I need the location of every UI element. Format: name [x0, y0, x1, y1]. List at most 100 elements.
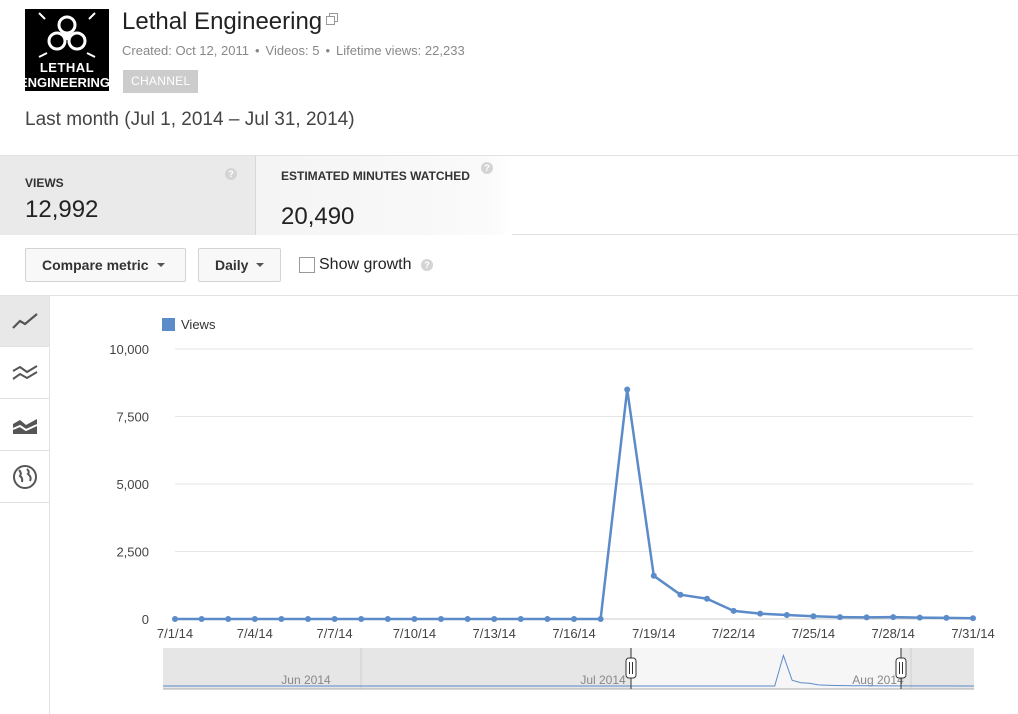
- channel-title-text[interactable]: Lethal Engineering: [122, 8, 323, 35]
- navigator-window[interactable]: [631, 648, 901, 689]
- data-point[interactable]: [970, 615, 976, 622]
- navigator-month-label: Jun 2014: [281, 673, 331, 687]
- multi-line-chart-button[interactable]: [0, 348, 49, 399]
- metrics-bar: VIEWS 12,992 ? ESTIMATED MINUTES WATCHED…: [0, 155, 1018, 235]
- y-tick-label: 10,000: [109, 342, 149, 357]
- x-tick-label: 7/1/14: [157, 626, 193, 641]
- help-icon[interactable]: ?: [421, 259, 433, 271]
- biohazard-icon: [38, 12, 96, 58]
- stacked-area-chart-button[interactable]: [0, 400, 49, 451]
- navigator-month-label: Aug 2014: [852, 673, 904, 687]
- external-link-icon[interactable]: [326, 13, 339, 25]
- metric-views-label: VIEWS: [25, 176, 64, 190]
- x-tick-label: 7/10/14: [393, 626, 436, 641]
- views-line-chart[interactable]: Views 10,000 7,500 5,000 2,500 0 7/1/14 7/4/1…: [51, 297, 1018, 714]
- navigator-month-label: Jul 2014: [580, 673, 626, 687]
- navigator-handle[interactable]: [895, 657, 907, 679]
- x-tick-label: 7/22/14: [712, 626, 755, 641]
- data-point[interactable]: [783, 611, 790, 618]
- data-point[interactable]: [225, 616, 232, 622]
- data-point[interactable]: [730, 607, 737, 614]
- legend-label-views[interactable]: Views: [181, 317, 216, 332]
- compare-metric-button[interactable]: Compare metric: [25, 248, 186, 282]
- x-tick-label: 7/25/14: [792, 626, 835, 641]
- help-icon[interactable]: ?: [481, 162, 493, 174]
- data-point[interactable]: [491, 616, 498, 622]
- data-point[interactable]: [411, 616, 418, 622]
- navigator-series: [163, 653, 975, 687]
- daily-dropdown[interactable]: Daily: [198, 248, 281, 282]
- created-date: Created: Oct 12, 2011: [122, 43, 249, 58]
- data-point[interactable]: [624, 386, 631, 393]
- data-point[interactable]: [198, 616, 205, 622]
- metric-minutes-label: ESTIMATED MINUTES WATCHED: [281, 169, 470, 183]
- x-tick-label: 7/19/14: [632, 626, 675, 641]
- x-tick-label: 7/16/14: [552, 626, 595, 641]
- data-point[interactable]: [305, 616, 311, 622]
- data-point[interactable]: [251, 616, 258, 622]
- x-tick-label: 7/13/14: [473, 626, 516, 641]
- separator-dot: •: [254, 43, 260, 58]
- legend-swatch-views: [162, 318, 175, 331]
- y-tick-label: 2,500: [116, 545, 149, 560]
- data-point[interactable]: [837, 614, 843, 621]
- data-point[interactable]: [464, 616, 471, 622]
- data-point[interactable]: [810, 613, 817, 620]
- chart-toolbar: Compare metric Daily Show growth ?: [0, 235, 1018, 296]
- channel-logo: LETHAL ENGINEERING: [25, 9, 109, 91]
- data-point[interactable]: [704, 595, 710, 602]
- channel-meta: Created: Oct 12, 2011 • Videos: 5 • Lifetime…: [122, 43, 465, 58]
- data-point[interactable]: [172, 616, 178, 622]
- stacked-area-chart-icon: [12, 419, 37, 434]
- help-icon[interactable]: ?: [225, 168, 237, 180]
- data-point[interactable]: [358, 616, 365, 622]
- show-growth-label[interactable]: Show growth: [319, 256, 412, 273]
- y-tick-label: 7,500: [116, 410, 149, 425]
- data-point[interactable]: [677, 591, 684, 598]
- data-point[interactable]: [438, 616, 444, 622]
- data-point[interactable]: [916, 614, 923, 621]
- date-range: Last month (Jul 1, 2014 – Jul 31, 2014): [25, 109, 355, 130]
- separator-dot: •: [325, 43, 331, 58]
- channel-badge: CHANNEL: [123, 70, 199, 93]
- logo-text-line2: ENGINEERING: [25, 75, 109, 90]
- x-tick-label: 7/28/14: [872, 626, 915, 641]
- show-growth-checkbox[interactable]: [299, 257, 315, 273]
- globe-map-icon: [12, 465, 37, 489]
- logo-text-line1: LETHAL: [39, 60, 95, 75]
- y-tick-label: 5,000: [116, 477, 149, 492]
- metric-minutes-tab[interactable]: ESTIMATED MINUTES WATCHED 20,490 ?: [256, 156, 512, 235]
- video-count: Videos: 5: [265, 43, 320, 58]
- lifetime-views: Lifetime views: 22,233: [336, 43, 465, 58]
- data-point[interactable]: [650, 572, 657, 579]
- data-point[interactable]: [890, 614, 897, 621]
- caret-down-icon: [256, 263, 265, 267]
- data-point[interactable]: [571, 616, 577, 622]
- navigator-handle[interactable]: [625, 657, 637, 679]
- data-point[interactable]: [943, 614, 950, 621]
- metric-minutes-value: 20,490: [281, 203, 355, 230]
- data-point[interactable]: [544, 616, 551, 622]
- compare-metric-label: Compare metric: [42, 257, 149, 273]
- line-chart-button[interactable]: [0, 296, 49, 347]
- channel-title[interactable]: Lethal Engineering: [122, 8, 339, 36]
- metric-views-tab[interactable]: VIEWS 12,992 ?: [0, 156, 256, 235]
- metric-views-value: 12,992: [25, 196, 99, 223]
- daily-label: Daily: [215, 257, 249, 273]
- data-point[interactable]: [384, 616, 391, 622]
- x-tick-label: 7/4/14: [237, 626, 273, 641]
- line-chart-icon: [11, 313, 38, 329]
- multi-line-chart-icon: [11, 365, 38, 380]
- data-point[interactable]: [331, 616, 338, 622]
- map-view-button[interactable]: [0, 452, 49, 503]
- x-tick-label: 7/7/14: [317, 626, 353, 641]
- series-line-views: [175, 388, 974, 621]
- data-point[interactable]: [517, 616, 524, 622]
- data-point[interactable]: [597, 616, 604, 622]
- data-point[interactable]: [863, 614, 870, 621]
- caret-down-icon: [156, 263, 165, 267]
- data-point[interactable]: [278, 616, 285, 622]
- chart-type-sidebar: [0, 296, 50, 714]
- data-point[interactable]: [757, 610, 764, 617]
- y-tick-label: 0: [142, 612, 149, 627]
